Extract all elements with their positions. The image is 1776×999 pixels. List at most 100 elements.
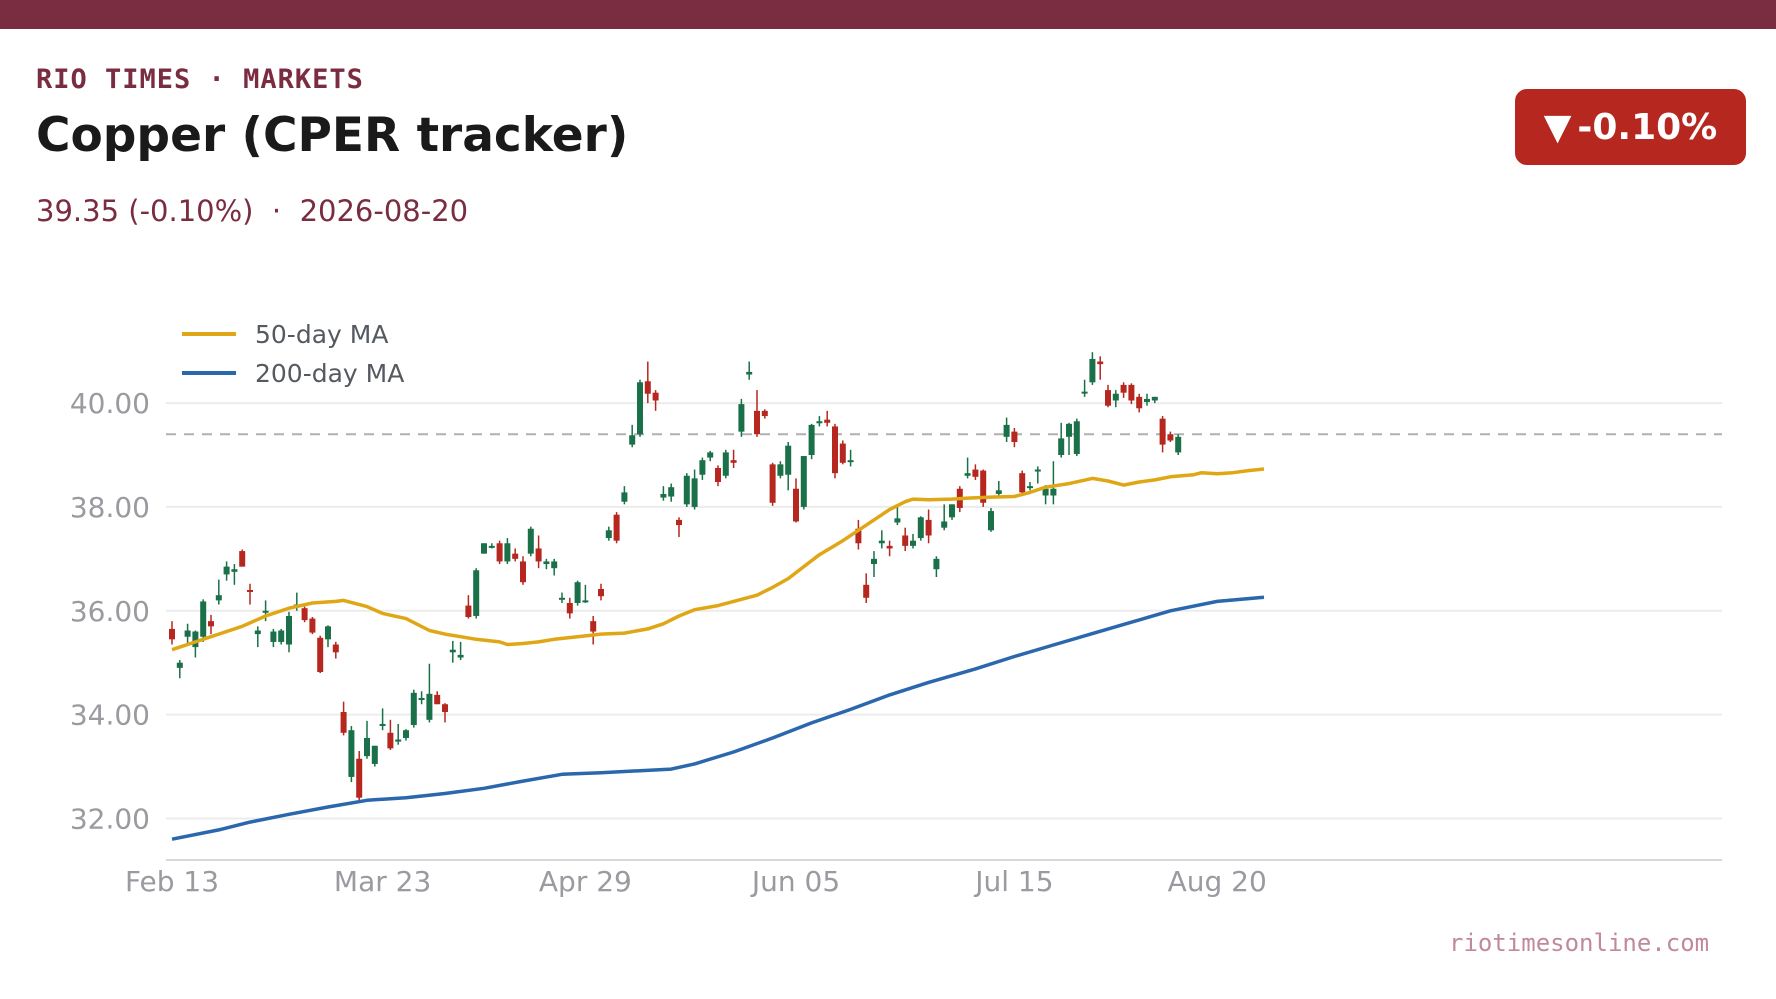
candle-body (746, 371, 753, 375)
candle (730, 449, 737, 468)
candle-body (824, 419, 831, 423)
legend-label: 200-day MA (255, 359, 404, 388)
candle (184, 623, 191, 645)
candle-body (676, 519, 682, 526)
candle (800, 456, 807, 510)
candle (613, 512, 620, 544)
candle (707, 450, 714, 462)
candle (481, 543, 487, 554)
candle (738, 398, 745, 437)
candle-body (332, 644, 339, 653)
candle (1058, 422, 1065, 458)
candle-body (1011, 431, 1018, 443)
candle (777, 461, 784, 479)
candle-body (215, 595, 222, 601)
candle-body (886, 545, 893, 549)
candle (980, 469, 987, 507)
candle (941, 504, 948, 531)
candle-body (832, 426, 838, 474)
candle-body (286, 615, 292, 645)
candle (1128, 383, 1135, 405)
candle (964, 457, 971, 479)
candle (988, 507, 994, 532)
candle (559, 592, 565, 603)
candle-body (715, 467, 721, 482)
candle-body (808, 424, 815, 455)
candle-body (699, 460, 706, 475)
candle-body (637, 382, 643, 435)
candle-body (777, 464, 784, 476)
candle (925, 509, 932, 544)
y-tick-label: 34.00 (70, 699, 150, 732)
candle (1050, 461, 1057, 505)
candle (473, 568, 480, 619)
candle (605, 526, 612, 541)
candle-body (559, 597, 565, 600)
candle (1159, 416, 1166, 453)
candle (208, 614, 214, 635)
candle (1112, 390, 1119, 408)
candle (902, 527, 909, 552)
candle (746, 361, 753, 380)
candle-body (933, 558, 940, 570)
candle (457, 641, 464, 661)
candle (917, 516, 924, 541)
candle-body (972, 469, 979, 477)
candle (1019, 470, 1026, 494)
candle (652, 390, 659, 411)
candle-body (1112, 393, 1119, 401)
change-badge-text: -0.10% (1577, 106, 1718, 148)
candle (1034, 466, 1041, 484)
candle-body (1058, 438, 1065, 455)
candle (426, 663, 433, 723)
candle (270, 628, 277, 648)
candle (1011, 428, 1018, 448)
candle (1027, 482, 1033, 491)
candle (722, 449, 729, 479)
candle-body (1167, 434, 1174, 441)
candle-body (356, 758, 363, 798)
candle (192, 630, 199, 658)
candle (551, 558, 558, 576)
candle (254, 626, 261, 648)
candle-body (1066, 423, 1072, 437)
candle (1167, 431, 1174, 443)
candle (972, 464, 979, 480)
candle (637, 379, 643, 437)
candle (512, 548, 519, 562)
candle-body (239, 551, 246, 567)
candle (1136, 393, 1143, 413)
candle (629, 424, 636, 448)
x-tick-label: Mar 23 (334, 865, 431, 898)
candle (286, 611, 292, 653)
candle (668, 483, 675, 502)
candle (356, 750, 363, 801)
candle-body (582, 600, 589, 603)
candle-body (1144, 398, 1150, 403)
candle-body (863, 584, 870, 598)
candle (644, 361, 651, 404)
candle-body (629, 435, 636, 445)
candle-body (270, 631, 277, 642)
candle (364, 720, 370, 759)
candle (496, 540, 503, 565)
candle-body (839, 443, 846, 463)
candle (683, 473, 690, 507)
candle (1105, 384, 1111, 408)
candle-body (231, 569, 238, 572)
candle-body (184, 630, 191, 637)
candle-body (730, 460, 737, 463)
candle-body (980, 470, 987, 503)
candle-body (403, 730, 409, 738)
candle-body (527, 528, 534, 554)
page-title: Copper (CPER tracker) (36, 108, 629, 163)
candle (832, 423, 838, 479)
candle (325, 625, 331, 648)
candle (933, 556, 940, 578)
x-tick-label: Feb 13 (125, 865, 219, 898)
candle-body (379, 723, 386, 726)
ma50-line (171, 467, 1265, 652)
candle (1073, 418, 1080, 457)
candle-body (387, 732, 394, 749)
candle-body (301, 608, 308, 621)
